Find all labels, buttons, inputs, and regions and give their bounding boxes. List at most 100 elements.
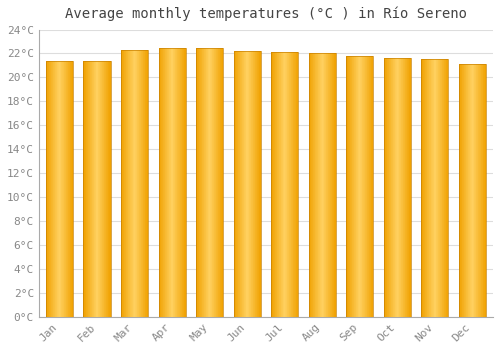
Bar xyxy=(85,61,86,317)
Bar xyxy=(319,54,320,317)
Bar xyxy=(249,51,250,317)
Bar xyxy=(250,51,251,317)
Bar xyxy=(172,48,173,317)
Bar xyxy=(389,58,390,317)
Bar xyxy=(388,58,389,317)
Bar xyxy=(312,54,313,317)
Bar xyxy=(199,48,200,317)
Bar xyxy=(459,64,460,317)
Bar xyxy=(160,48,162,317)
Bar xyxy=(433,60,434,317)
Bar xyxy=(204,48,205,317)
Bar xyxy=(480,64,481,317)
Bar xyxy=(125,50,126,317)
Bar xyxy=(135,50,136,317)
Bar xyxy=(104,61,105,317)
Bar xyxy=(251,51,252,317)
Bar xyxy=(58,61,59,317)
Bar xyxy=(196,48,197,317)
Bar xyxy=(271,52,272,317)
Bar xyxy=(409,58,410,317)
Bar xyxy=(473,64,474,317)
Bar xyxy=(126,50,127,317)
Bar xyxy=(479,64,480,317)
Bar xyxy=(347,56,348,317)
Bar xyxy=(274,52,275,317)
Bar xyxy=(472,64,473,317)
Bar xyxy=(318,54,319,317)
Bar xyxy=(216,48,217,317)
Bar xyxy=(392,58,394,317)
Bar xyxy=(329,54,330,317)
Bar xyxy=(434,60,435,317)
Bar xyxy=(350,56,351,317)
Bar xyxy=(387,58,388,317)
Bar xyxy=(205,48,206,317)
Bar xyxy=(196,48,223,317)
Bar xyxy=(202,48,203,317)
Bar xyxy=(158,48,159,317)
Bar xyxy=(483,64,484,317)
Bar xyxy=(346,56,347,317)
Bar xyxy=(288,52,289,317)
Bar xyxy=(236,51,237,317)
Bar xyxy=(445,60,446,317)
Bar xyxy=(398,58,400,317)
Bar xyxy=(122,50,123,317)
Bar xyxy=(294,52,295,317)
Bar xyxy=(282,52,284,317)
Bar xyxy=(46,61,73,317)
Bar xyxy=(439,60,440,317)
Bar xyxy=(386,58,387,317)
Bar xyxy=(136,50,137,317)
Bar xyxy=(444,60,445,317)
Bar xyxy=(247,51,248,317)
Bar xyxy=(464,64,465,317)
Bar xyxy=(245,51,246,317)
Bar xyxy=(121,50,122,317)
Bar xyxy=(209,48,210,317)
Bar xyxy=(317,54,318,317)
Bar xyxy=(242,51,243,317)
Bar xyxy=(127,50,128,317)
Bar xyxy=(478,64,479,317)
Bar xyxy=(314,54,315,317)
Bar xyxy=(94,61,95,317)
Bar xyxy=(64,61,65,317)
Bar xyxy=(271,52,298,317)
Bar xyxy=(366,56,367,317)
Bar xyxy=(219,48,220,317)
Bar xyxy=(123,50,124,317)
Bar xyxy=(241,51,242,317)
Bar xyxy=(446,60,447,317)
Bar xyxy=(325,54,326,317)
Bar xyxy=(320,54,321,317)
Bar xyxy=(170,48,172,317)
Bar xyxy=(168,48,170,317)
Bar xyxy=(391,58,392,317)
Bar xyxy=(370,56,372,317)
Bar xyxy=(396,58,398,317)
Bar xyxy=(442,60,443,317)
Bar xyxy=(284,52,286,317)
Bar xyxy=(206,48,207,317)
Bar xyxy=(146,50,148,317)
Bar xyxy=(246,51,247,317)
Bar xyxy=(92,61,93,317)
Bar xyxy=(474,64,475,317)
Bar xyxy=(358,56,359,317)
Bar xyxy=(173,48,174,317)
Bar xyxy=(134,50,135,317)
Bar xyxy=(361,56,362,317)
Bar xyxy=(400,58,402,317)
Bar xyxy=(289,52,290,317)
Bar xyxy=(355,56,356,317)
Bar xyxy=(440,60,441,317)
Bar xyxy=(52,61,54,317)
Bar xyxy=(217,48,218,317)
Bar xyxy=(46,61,48,317)
Bar xyxy=(313,54,314,317)
Bar xyxy=(129,50,130,317)
Bar xyxy=(175,48,176,317)
Bar xyxy=(346,56,374,317)
